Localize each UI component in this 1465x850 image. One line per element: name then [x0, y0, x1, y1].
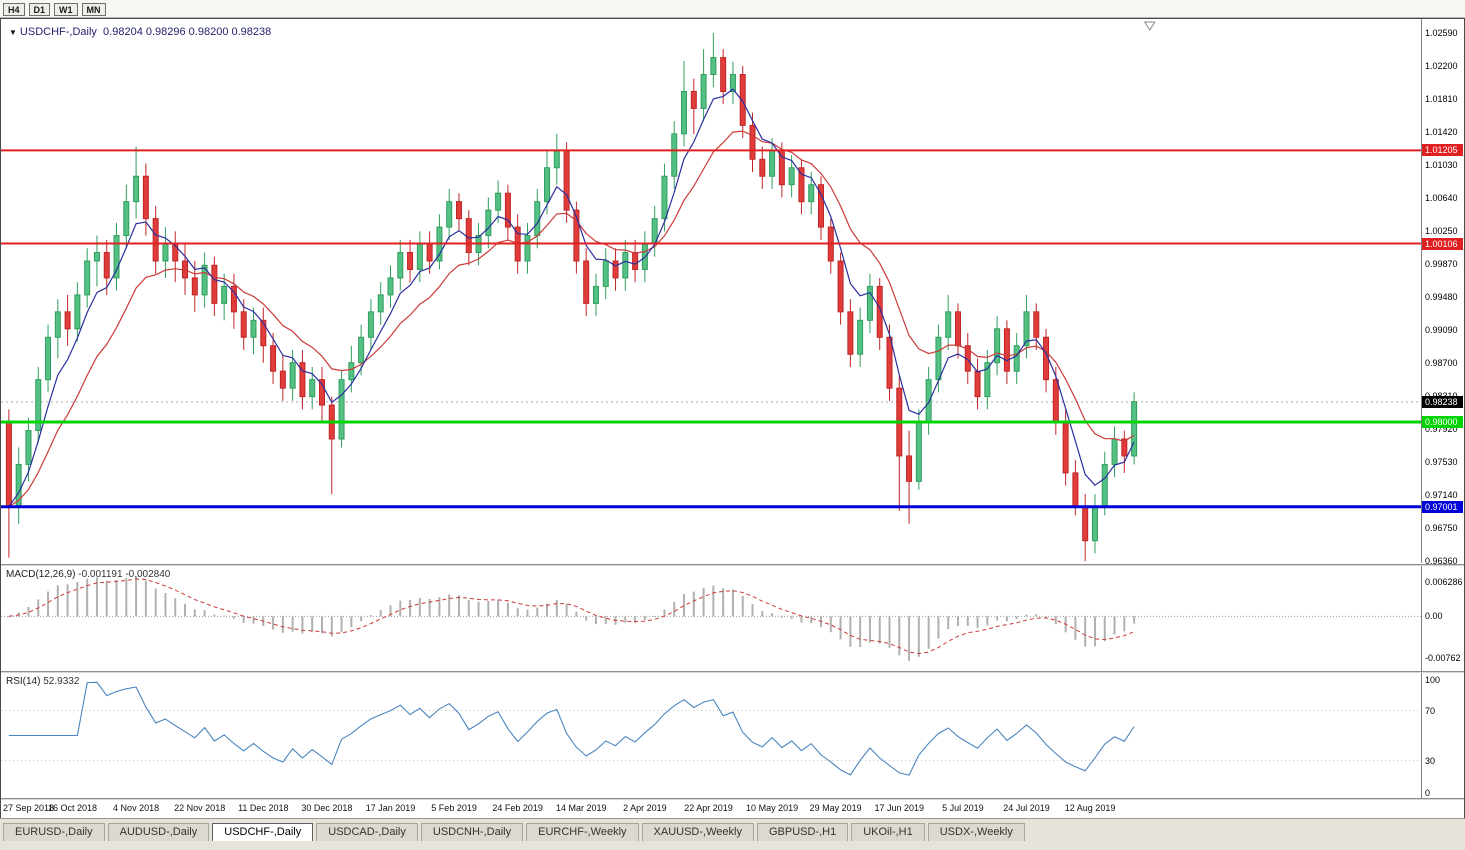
timeframe-button-mn[interactable]: MN: [81, 3, 106, 16]
date-tick-label: 22 Apr 2019: [684, 803, 733, 813]
price-tick-label: 1.01810: [1425, 94, 1458, 105]
timeframe-button-h4[interactable]: H4: [3, 3, 25, 16]
pane-separator: [1, 798, 1464, 800]
macd-title: MACD(12,26,9) -0.001191 -0.002840: [6, 569, 171, 580]
tab-usdx-weekly[interactable]: USDX-,Weekly: [927, 823, 1025, 841]
rsi-tick-label: 100: [1425, 675, 1441, 685]
level-price-badge: 1.01205: [1422, 144, 1463, 157]
chart-title: ▼ USDCHF-,Daily 0.98204 0.98296 0.98200 0…: [9, 26, 271, 38]
rsi-pane[interactable]: RSI(14) 52.9332: [1, 673, 1421, 798]
date-tick-label: 30 Dec 2018: [301, 803, 353, 813]
rsi-title: RSI(14) 52.9332: [6, 676, 80, 687]
macd-signal-value: -0.002840: [125, 569, 171, 580]
rsi-chart[interactable]: [1, 673, 1421, 798]
date-tick-label: 2 Apr 2019: [623, 803, 667, 813]
date-tick-label: 16 Oct 2018: [47, 803, 98, 813]
chart-symbol-label: USDCHF-,Daily: [19, 26, 97, 38]
timeframe-toolbar: H4 D1 W1 MN: [0, 0, 1465, 18]
tab-audusd-daily[interactable]: AUDUSD-,Daily: [107, 823, 210, 841]
date-tick-label: 10 May 2019: [746, 803, 799, 813]
macd-tick-label: -0.00762: [1425, 653, 1461, 664]
tab-usdchf-daily[interactable]: USDCHF-,Daily: [212, 823, 314, 841]
macd-scale[interactable]: 0.006286 0.00 -0.00762: [1421, 566, 1463, 671]
tab-usdcad-daily[interactable]: USDCAD-,Daily: [316, 823, 418, 841]
rsi-tick-label: 30: [1425, 755, 1436, 766]
pane-separator[interactable]: [1, 564, 1464, 566]
price-tick-label: 0.96750: [1425, 522, 1458, 533]
tab-eurusd-daily[interactable]: EURUSD-,Daily: [3, 823, 105, 841]
macd-main-value: -0.001191: [78, 569, 123, 580]
date-tick-label: 11 Dec 2018: [238, 803, 289, 813]
tab-ukoil-h1[interactable]: UKOil-,H1: [851, 823, 925, 841]
tab-eurchf-weekly[interactable]: EURCHF-,Weekly: [526, 823, 639, 841]
price-tick-label: 0.98310: [1425, 391, 1458, 401]
date-tick-label: 17 Jan 2019: [365, 803, 416, 813]
tab-usdcnh-daily[interactable]: USDCNH-,Daily: [420, 823, 524, 841]
price-scale[interactable]: 1.02590 1.02200 1.01810 1.01420 1.01030 1.006…: [1421, 19, 1463, 567]
date-tick-label: 5 Jul 2019: [942, 803, 984, 813]
chart-ohlc-values: 0.98204 0.98296 0.98200 0.98238: [103, 26, 272, 38]
date-tick-label: 22 Nov 2018: [174, 803, 226, 813]
chart-window: ▼ USDCHF-,Daily 0.98204 0.98296 0.98200 0…: [0, 18, 1465, 820]
price-tick-label: 1.00250: [1425, 226, 1458, 237]
date-tick-label: 14 Mar 2019: [556, 803, 607, 813]
tab-gbpusd-h1[interactable]: GBPUSD-,H1: [756, 823, 849, 841]
level-price-badge: 1.00106: [1422, 237, 1463, 250]
main-chart-pane[interactable]: ▼ USDCHF-,Daily 0.98204 0.98296 0.98200 0…: [1, 19, 1421, 563]
current-price-badge: 0.98238: [1422, 395, 1463, 408]
date-tick-label: 4 Nov 2018: [113, 803, 160, 813]
price-tick-label: 0.97530: [1425, 456, 1458, 467]
macd-tick-label: 0.006286: [1425, 576, 1463, 587]
chart-dropdown-icon[interactable]: ▼: [9, 28, 17, 37]
price-tick-label: 0.97920: [1425, 423, 1458, 434]
price-tick-label: 0.99870: [1425, 258, 1458, 269]
price-tick-label: 0.99480: [1425, 291, 1458, 302]
date-axis[interactable]: 27 Sep 2018 16 Oct 2018 4 Nov 2018 22 Nov 2…: [1, 800, 1464, 817]
candlestick-chart[interactable]: [1, 19, 1421, 563]
date-tick-label: 12 Aug 2019: [1064, 803, 1116, 813]
date-tick-label: 24 Jul 2019: [1003, 803, 1050, 813]
price-tick-label: 0.99090: [1425, 324, 1458, 335]
macd-tick-label: 0.00: [1425, 611, 1443, 622]
price-tick-label: 0.98700: [1425, 357, 1458, 368]
date-tick-label: 29 May 2019: [809, 803, 862, 813]
timeframe-button-d1[interactable]: D1: [28, 3, 51, 16]
level-price-badge: 0.97001: [1422, 500, 1463, 513]
level-price-badge: 0.98000: [1422, 416, 1463, 429]
rsi-tick-label: 0: [1425, 788, 1431, 798]
tab-xauusd-weekly[interactable]: XAUUSD-,Weekly: [641, 823, 754, 841]
pane-separator[interactable]: [1, 671, 1464, 673]
price-tick-label: 1.00640: [1425, 193, 1458, 204]
date-tick-label: 5 Feb 2019: [431, 803, 477, 813]
price-tick-label: 1.02590: [1425, 27, 1458, 38]
rsi-scale[interactable]: 100 70 30 0: [1421, 673, 1463, 798]
chart-tabs-bar: EURUSD-,Daily AUDUSD-,Daily USDCHF-,Daily U…: [0, 818, 1465, 850]
price-tick-label: 1.02200: [1425, 61, 1458, 72]
price-tick-label: 1.01030: [1425, 160, 1458, 171]
macd-pane[interactable]: MACD(12,26,9) -0.001191 -0.002840: [1, 566, 1421, 671]
price-tick-label: 0.96360: [1425, 556, 1458, 567]
date-tick-label: 27 Sep 2018: [3, 803, 55, 813]
rsi-tick-label: 70: [1425, 705, 1436, 716]
date-tick-label: 24 Feb 2019: [492, 803, 543, 813]
date-tick-label: 17 Jun 2019: [874, 803, 925, 813]
rsi-value: 52.9332: [43, 676, 80, 687]
timeframe-button-w1[interactable]: W1: [54, 3, 78, 16]
price-tick-label: 0.97140: [1425, 489, 1458, 500]
macd-chart[interactable]: [1, 566, 1421, 671]
price-tick-label: 1.01420: [1425, 127, 1458, 138]
